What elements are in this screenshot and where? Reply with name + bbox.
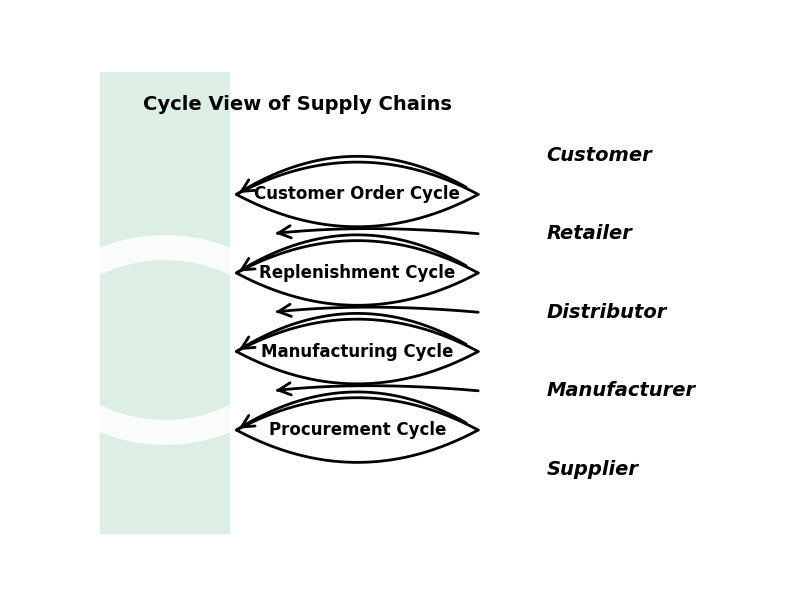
Text: Customer: Customer: [546, 146, 652, 164]
Text: Manufacturer: Manufacturer: [546, 381, 695, 400]
Text: Customer Order Cycle: Customer Order Cycle: [254, 185, 460, 203]
Text: Retailer: Retailer: [546, 224, 632, 243]
FancyBboxPatch shape: [100, 72, 230, 534]
Text: Supplier: Supplier: [546, 460, 638, 479]
Text: Replenishment Cycle: Replenishment Cycle: [259, 264, 455, 282]
Text: Distributor: Distributor: [546, 303, 666, 322]
Text: Procurement Cycle: Procurement Cycle: [269, 421, 446, 439]
Text: Cycle View of Supply Chains: Cycle View of Supply Chains: [143, 95, 452, 114]
Text: Manufacturing Cycle: Manufacturing Cycle: [261, 343, 454, 361]
